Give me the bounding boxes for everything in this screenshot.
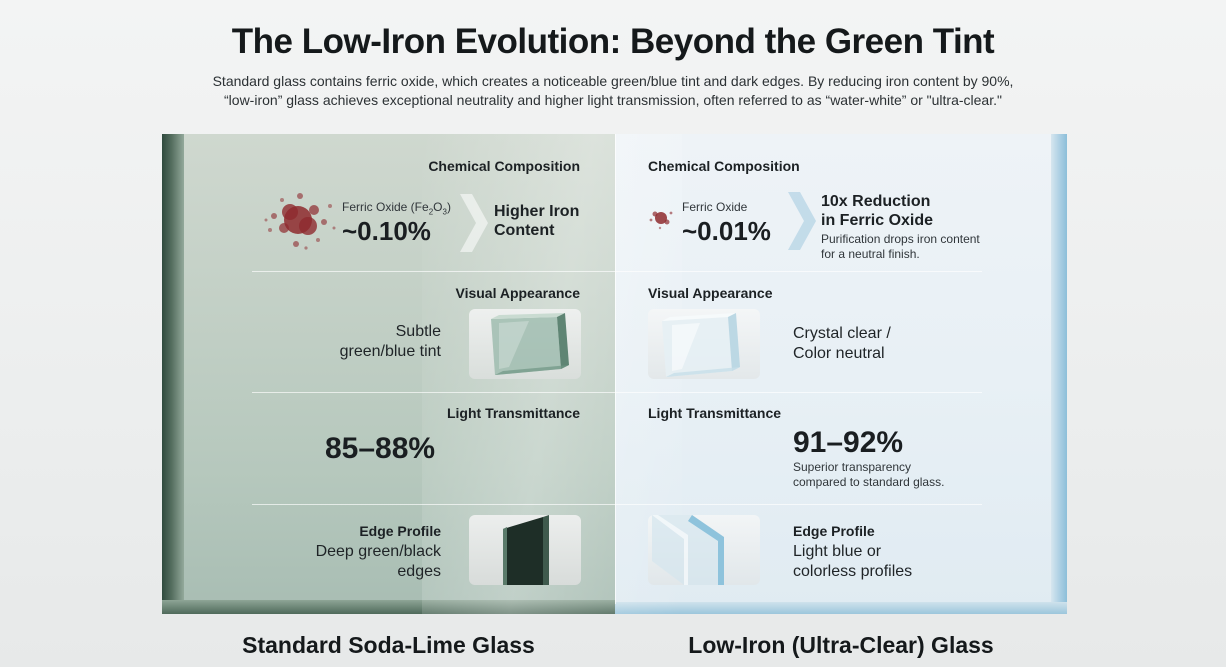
left-transmittance-value: 85–88% [325,432,436,465]
left-composition-heading: Chemical Composition [428,158,580,174]
chevron-right-icon [788,192,816,250]
right-oxide-label: Ferric Oxide [682,200,748,214]
intro-text: Standard glass contains ferric oxide, wh… [150,72,1076,110]
right-composition-result: 10x Reduction in Ferric Oxide [821,193,934,229]
row-separator [252,392,982,393]
row-separator [252,504,982,505]
right-appearance-text: Crystal clear / Color neutral [793,325,891,362]
left-transmittance-heading: Light Transmittance [446,405,580,421]
left-appearance-heading: Visual Appearance [455,285,580,301]
right-composition-note: Purification drops iron content for a ne… [821,232,980,261]
clear-glass-sample-image [648,309,760,379]
right-edge-heading: Edge Profile [793,523,875,539]
dark-edge-sample-image [469,515,581,585]
right-transmittance-heading: Light Transmittance [648,405,782,421]
row-separator [252,271,982,272]
page-title: The Low-Iron Evolution: Beyond the Green… [231,22,995,61]
left-edge-text: Deep green/black edges [315,543,441,580]
left-edge-heading: Edge Profile [359,523,441,539]
iron-particles-icon [264,193,336,250]
intro-line-2: “low-iron” glass achieves exceptional ne… [224,92,1002,108]
right-edge-text: Light blue or colorless profiles [793,543,913,580]
right-appearance-heading: Visual Appearance [648,285,773,301]
standard-glass-label: Standard Soda-Lime Glass [242,632,535,658]
left-appearance-text: Subtle green/blue tint [339,323,441,360]
chevron-right-icon [460,194,488,252]
right-transmittance-value: 91–92% [793,426,904,459]
clear-edge-sample-image [648,515,760,585]
left-composition-result: Higher Iron Content [494,203,580,239]
glass-comparison-panel: Chemical Composition Ferric Oxide (Fe2O3… [162,134,1067,614]
low-iron-glass-label: Low-Iron (Ultra-Clear) Glass [688,632,994,658]
center-divider [615,134,616,604]
intro-line-1: Standard glass contains ferric oxide, wh… [212,73,1014,89]
right-composition-heading: Chemical Composition [648,158,800,174]
left-oxide-value: ~0.10% [342,216,431,246]
right-transmittance-note: Superior transparency compared to standa… [793,460,945,489]
right-oxide-value: ~0.01% [682,216,771,246]
iron-particles-icon [649,211,673,230]
left-oxide-label: Ferric Oxide (Fe2O3) [342,200,451,217]
tinted-glass-sample-image [469,309,581,379]
